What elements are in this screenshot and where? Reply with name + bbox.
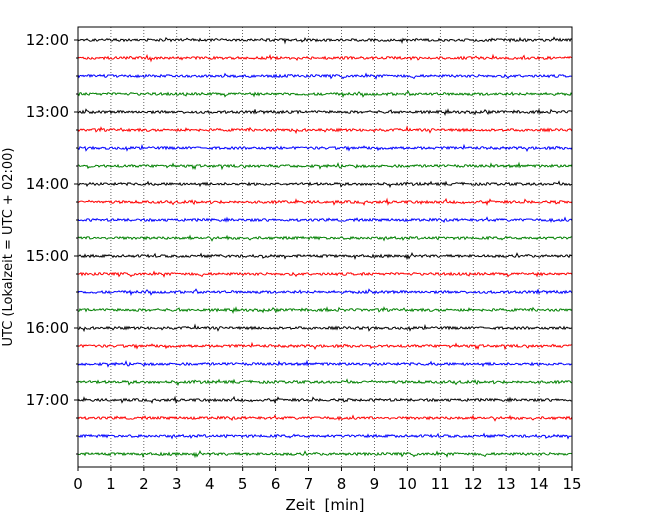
trace-1645: [77, 378, 573, 387]
trace-1445: [77, 234, 573, 242]
y-tick-label: 14:00: [26, 175, 69, 193]
trace-1615: [77, 341, 572, 351]
trace-1700: [77, 395, 573, 404]
y-axis: 12:00 13:00 14:00 15:00 16:00 17:00: [26, 31, 78, 455]
plot-frame: [77, 26, 573, 468]
x-axis-label: Zeit [min]: [285, 496, 364, 514]
trace-1745: [77, 449, 573, 459]
x-tick-label: 5: [238, 475, 248, 493]
y-tick-label: 13:00: [26, 103, 69, 121]
trace-1400: [77, 180, 573, 189]
trace-1430: [77, 216, 573, 224]
trace-1600: [77, 323, 573, 333]
y-tick-label: 15:00: [26, 247, 69, 265]
y-tick-label: 16:00: [26, 319, 69, 337]
trace-1200: [77, 36, 573, 45]
trace-1415: [77, 197, 573, 206]
trace-1545: [77, 306, 573, 314]
grid: [110, 27, 540, 467]
trace-1715: [77, 414, 573, 422]
x-tick-label: 14: [530, 475, 549, 493]
x-tick-label: 8: [337, 475, 347, 493]
trace-1345: [77, 161, 573, 171]
y-tick-label: 12:00: [26, 31, 69, 49]
x-tick-label: 13: [497, 475, 516, 493]
trace-1215: [77, 53, 573, 63]
trace-1230: [77, 72, 573, 80]
trace-1315: [77, 125, 573, 135]
trace-1630: [77, 359, 573, 368]
y-axis-label: UTC (Lokalzeit = UTC + 02:00): [1, 148, 16, 347]
trace-group: [77, 36, 573, 459]
x-tick-label: 9: [370, 475, 380, 493]
x-tick-label: 3: [172, 475, 182, 493]
x-tick-label: 2: [139, 475, 149, 493]
y-tick-label: 17:00: [26, 391, 69, 409]
x-tick-label: 4: [205, 475, 215, 493]
trace-1300: [77, 108, 573, 116]
x-tick-label: 6: [271, 475, 281, 493]
trace-1500: [77, 251, 573, 261]
trace-1245: [77, 90, 573, 99]
x-tick-label: 12: [464, 475, 483, 493]
x-tick-label: 11: [431, 475, 450, 493]
x-tick-label: 1: [106, 475, 116, 493]
trace-1530: [77, 288, 573, 297]
x-tick-label: 10: [398, 475, 417, 493]
x-axis: 0 1 2 3 4 5 6 7 8 9 10 11 12 13 14 15: [73, 467, 582, 493]
x-tick-label: 0: [73, 475, 83, 493]
trace-1730: [77, 432, 573, 440]
trace-1330: [77, 143, 573, 152]
trace-1515: [77, 270, 573, 278]
x-tick-label: 15: [562, 475, 581, 493]
x-tick-label: 7: [304, 475, 314, 493]
